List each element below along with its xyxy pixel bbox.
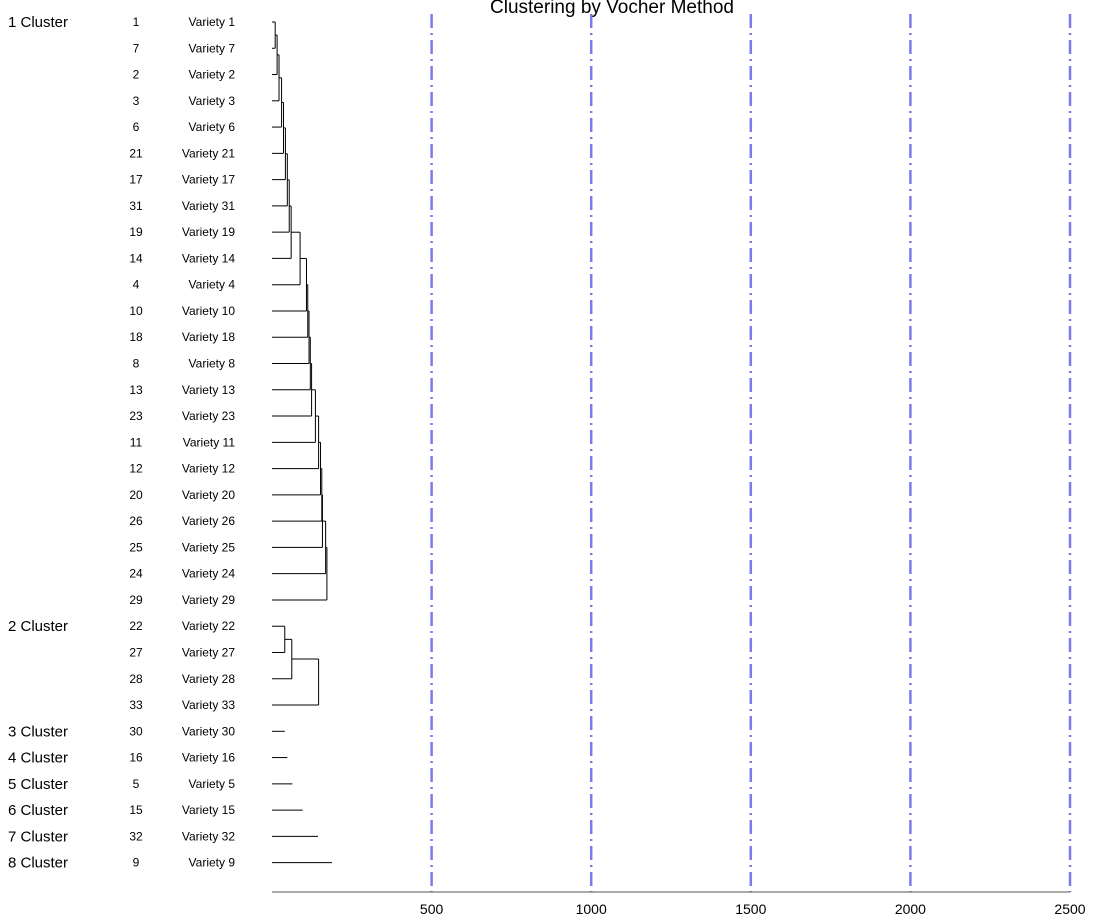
leaf-variety-label: Variety 20 (182, 488, 235, 502)
leaf-index-label: 8 (133, 357, 140, 371)
leaf-variety-label: Variety 17 (182, 173, 235, 187)
leaf-variety-label: Variety 14 (182, 251, 235, 265)
leaf-index-label: 15 (129, 803, 143, 817)
leaf-variety-label: Variety 19 (182, 225, 235, 239)
x-tick-label: 2000 (895, 901, 926, 917)
leaf-variety-label: Variety 3 (189, 94, 236, 108)
x-tick-label: 2500 (1054, 901, 1085, 917)
leaf-variety-label: Variety 10 (182, 304, 235, 318)
cluster-label: 7 Cluster (8, 828, 68, 845)
cluster-label: 3 Cluster (8, 723, 68, 740)
leaf-index-label: 20 (129, 488, 143, 502)
cluster-label: 2 Cluster (8, 618, 68, 635)
leaf-index-label: 1 (133, 15, 140, 29)
leaf-variety-label: Variety 13 (182, 383, 235, 397)
leaf-index-label: 24 (129, 567, 143, 581)
leaf-index-label: 28 (129, 672, 143, 686)
leaf-labels: 1 Cluster 1 Variety 17 Variety 72 Variety 23… (8, 14, 235, 872)
leaf-index-label: 21 (129, 146, 143, 160)
leaf-index-label: 29 (129, 593, 143, 607)
leaf-variety-label: Variety 1 (189, 15, 236, 29)
leaf-index-label: 22 (129, 619, 143, 633)
dendrogram-tree (272, 21, 333, 864)
leaf-variety-label: Variety 32 (182, 829, 235, 843)
leaf-index-label: 17 (129, 173, 143, 187)
leaf-index-label: 12 (129, 462, 143, 476)
cluster-label: 4 Cluster (8, 750, 68, 767)
leaf-index-label: 2 (133, 68, 140, 82)
leaf-index-label: 25 (129, 540, 143, 554)
leaf-variety-label: Variety 7 (189, 41, 236, 55)
leaf-variety-label: Variety 18 (182, 330, 235, 344)
leaf-index-label: 13 (129, 383, 143, 397)
leaf-variety-label: Variety 21 (182, 146, 235, 160)
cluster-label: 6 Cluster (8, 802, 68, 819)
leaf-variety-label: Variety 30 (182, 724, 235, 738)
leaf-index-label: 4 (133, 278, 140, 292)
leaf-variety-label: Variety 8 (189, 357, 236, 371)
leaf-variety-label: Variety 23 (182, 409, 235, 423)
leaf-variety-label: Variety 28 (182, 672, 235, 686)
leaf-variety-label: Variety 27 (182, 645, 235, 659)
cluster-label: 1 Cluster (8, 14, 68, 31)
leaf-index-label: 9 (133, 856, 140, 870)
leaf-index-label: 32 (129, 829, 143, 843)
leaf-index-label: 3 (133, 94, 140, 108)
leaf-index-label: 5 (133, 777, 140, 791)
leaf-index-label: 33 (129, 698, 143, 712)
leaf-index-label: 31 (129, 199, 143, 213)
leaf-variety-label: Variety 31 (182, 199, 235, 213)
leaf-index-label: 23 (129, 409, 143, 423)
leaf-index-label: 6 (133, 120, 140, 134)
leaf-variety-label: Variety 12 (182, 462, 235, 476)
x-tick-label: 500 (420, 901, 444, 917)
leaf-variety-label: Variety 2 (189, 68, 236, 82)
leaf-variety-label: Variety 4 (189, 278, 236, 292)
leaf-variety-label: Variety 16 (182, 751, 235, 765)
leaf-variety-label: Variety 26 (182, 514, 235, 528)
leaf-index-label: 11 (130, 435, 143, 449)
cluster-label: 5 Cluster (8, 776, 68, 793)
leaf-variety-label: Variety 22 (182, 619, 235, 633)
leaf-index-label: 18 (129, 330, 143, 344)
leaf-variety-label: Variety 25 (182, 540, 235, 554)
leaf-index-label: 14 (129, 251, 143, 265)
leaf-index-label: 7 (133, 41, 140, 55)
leaf-variety-label: Variety 6 (189, 120, 236, 134)
leaf-index-label: 30 (129, 724, 143, 738)
leaf-variety-label: Variety 24 (182, 567, 235, 581)
leaf-index-label: 26 (129, 514, 143, 528)
leaf-variety-label: Variety 5 (189, 777, 236, 791)
leaf-index-label: 19 (129, 225, 143, 239)
leaf-variety-label: Variety 33 (182, 698, 235, 712)
x-tick-label: 1500 (735, 901, 766, 917)
leaf-index-label: 27 (129, 645, 143, 659)
chart-title: Clustering by Vocher Method (490, 0, 734, 18)
leaf-index-label: 16 (129, 751, 143, 765)
x-tick-label: 1000 (576, 901, 607, 917)
x-axis: 500 1000 1500 2000 2500 (272, 891, 1086, 917)
leaf-variety-label: Variety 9 (189, 856, 236, 870)
leaf-variety-label: Variety 11 (183, 435, 236, 449)
leaf-index-label: 10 (129, 304, 143, 318)
cluster-label: 8 Cluster (8, 855, 68, 872)
leaf-variety-label: Variety 15 (182, 803, 235, 817)
leaf-variety-label: Variety 29 (182, 593, 235, 607)
reference-lines (430, 14, 1072, 892)
